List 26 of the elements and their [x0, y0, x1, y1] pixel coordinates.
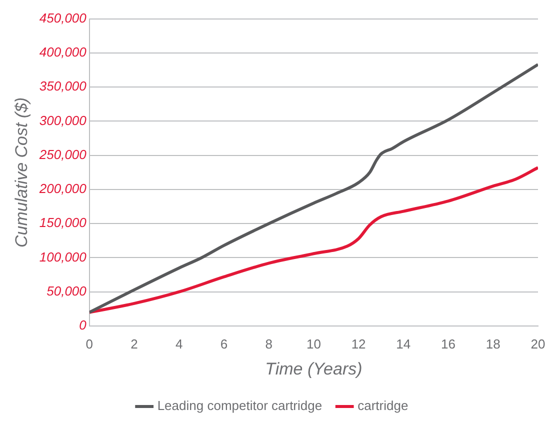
legend-label: cartridge: [358, 398, 408, 414]
x-tick-label: 16: [441, 336, 456, 352]
line-series: [89, 63, 538, 314]
x-tick-label: 10: [306, 336, 321, 352]
legend-label: Leading competitor cartridge: [157, 398, 322, 414]
x-tick-label: 6: [220, 336, 228, 352]
y-tick-label: 250,000: [38, 146, 88, 162]
x-tick-label: 8: [265, 336, 272, 352]
x-tick-label: 12: [351, 336, 366, 352]
y-tick-label: 150,000: [39, 215, 88, 230]
y-tick-label: 0: [79, 318, 88, 333]
y-tick-label: 300,000: [39, 112, 88, 128]
y-tick-label: 450,000: [39, 10, 88, 26]
x-tick-label: 14: [396, 336, 411, 352]
y-tick-label: 350,000: [39, 78, 88, 94]
y-tick-label: 200,000: [38, 181, 88, 196]
x-tick-label: 2: [130, 336, 138, 352]
y-tick-label: 400,000: [39, 44, 88, 60]
y-tick-label: 100,000: [39, 249, 88, 264]
x-axis-title: Time (Years): [265, 360, 362, 379]
y-axis-title: Cumulative Cost ($): [12, 97, 31, 248]
line-series: [89, 166, 538, 314]
x-tick-label: 18: [486, 336, 500, 352]
y-tick-label: 50,000: [46, 283, 88, 298]
x-tick-label: 4: [175, 336, 183, 352]
x-tick-label: 20: [530, 336, 546, 352]
